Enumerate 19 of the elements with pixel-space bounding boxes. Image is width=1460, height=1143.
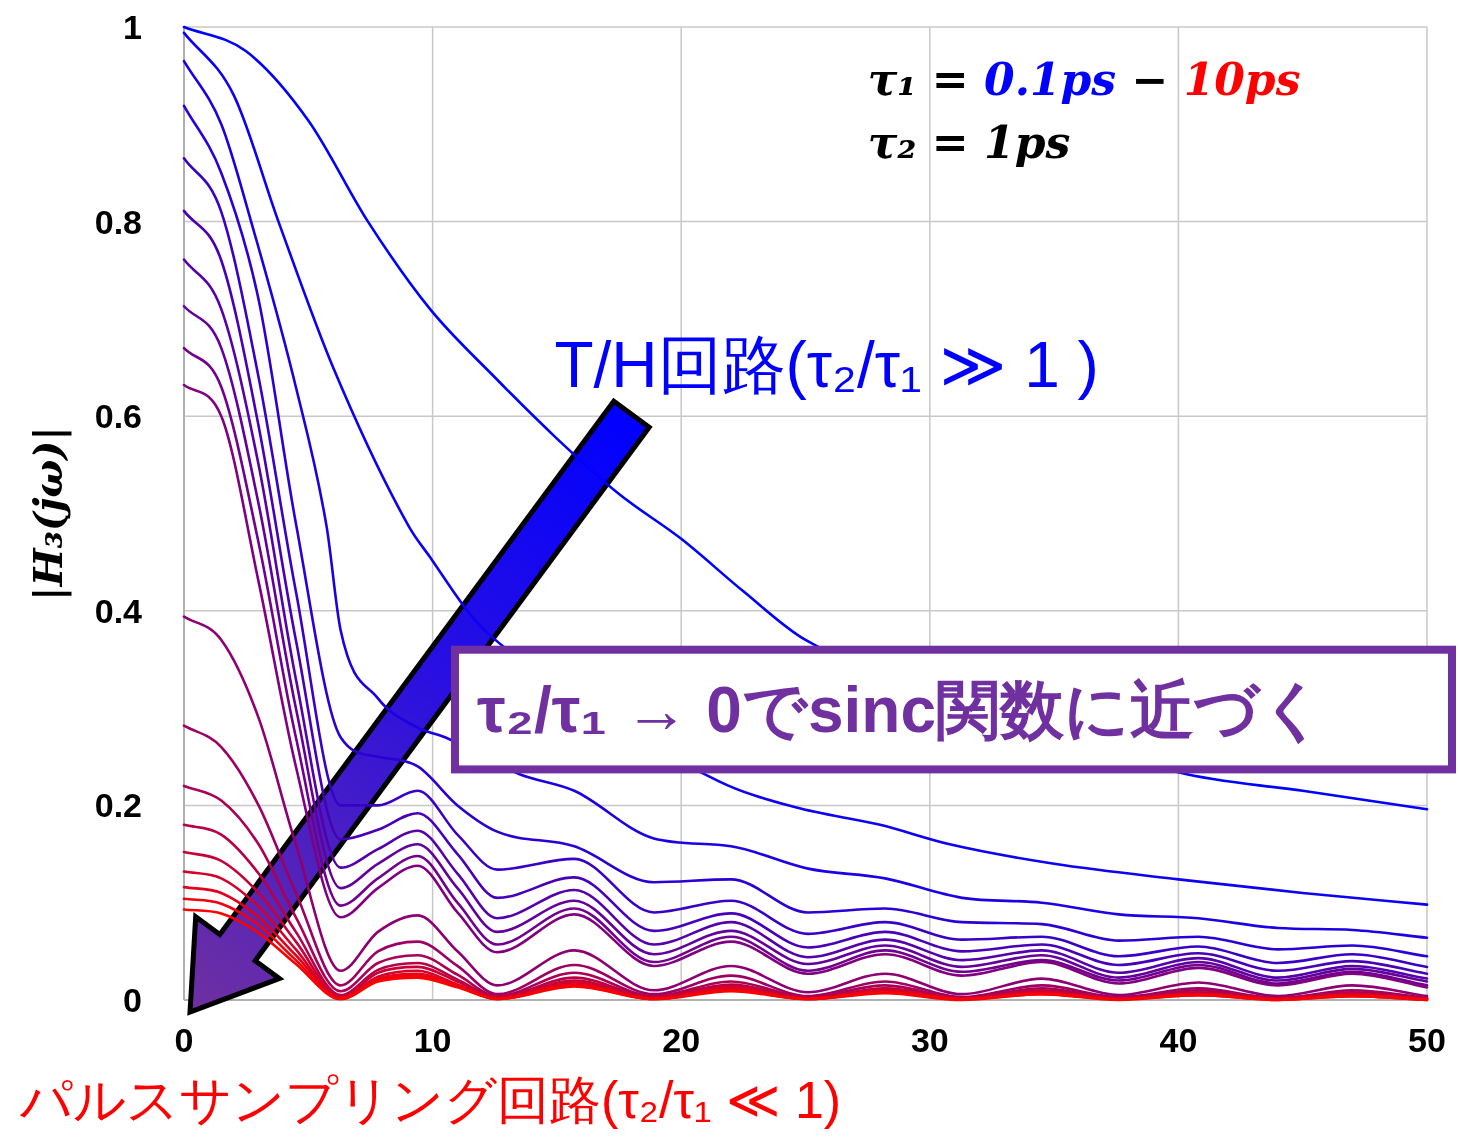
y-tick-label: 0.4 [94, 591, 143, 630]
x-tick-label: 40 [1159, 1021, 1198, 1059]
x-tick-label: 50 [1408, 1021, 1446, 1059]
annotation: T/H回路(τ₂/τ₁ ≫ 1 ) [554, 329, 1099, 402]
x-tick-label: 20 [662, 1021, 701, 1059]
x-tick-label: 30 [910, 1021, 949, 1059]
x-tick-label: 10 [413, 1021, 452, 1059]
y-axis-title: |H₃(jω)| [24, 426, 72, 601]
annotation: τ₂ = 1ps [867, 117, 1071, 169]
y-tick-label: 1 [123, 8, 142, 46]
annotation: τ₂/τ₁ → 0でsinc関数に近づく [476, 673, 1327, 746]
y-tick-label: 0.8 [94, 202, 142, 241]
text: パルスサンプリング回路(τ₂/τ₁ ≪ 1) [19, 1071, 842, 1129]
y-tick-label: 0.2 [94, 786, 142, 825]
y-tick-label: 0.6 [94, 397, 142, 436]
annotation: τ₁ = 0.1ps − 10ps [867, 54, 1301, 106]
x-tick-label: 0 [174, 1021, 194, 1059]
note-box: τ₂/τ₁ → 0でsinc関数に近づく [450, 645, 1456, 774]
y-tick-label: 0 [123, 981, 142, 1019]
